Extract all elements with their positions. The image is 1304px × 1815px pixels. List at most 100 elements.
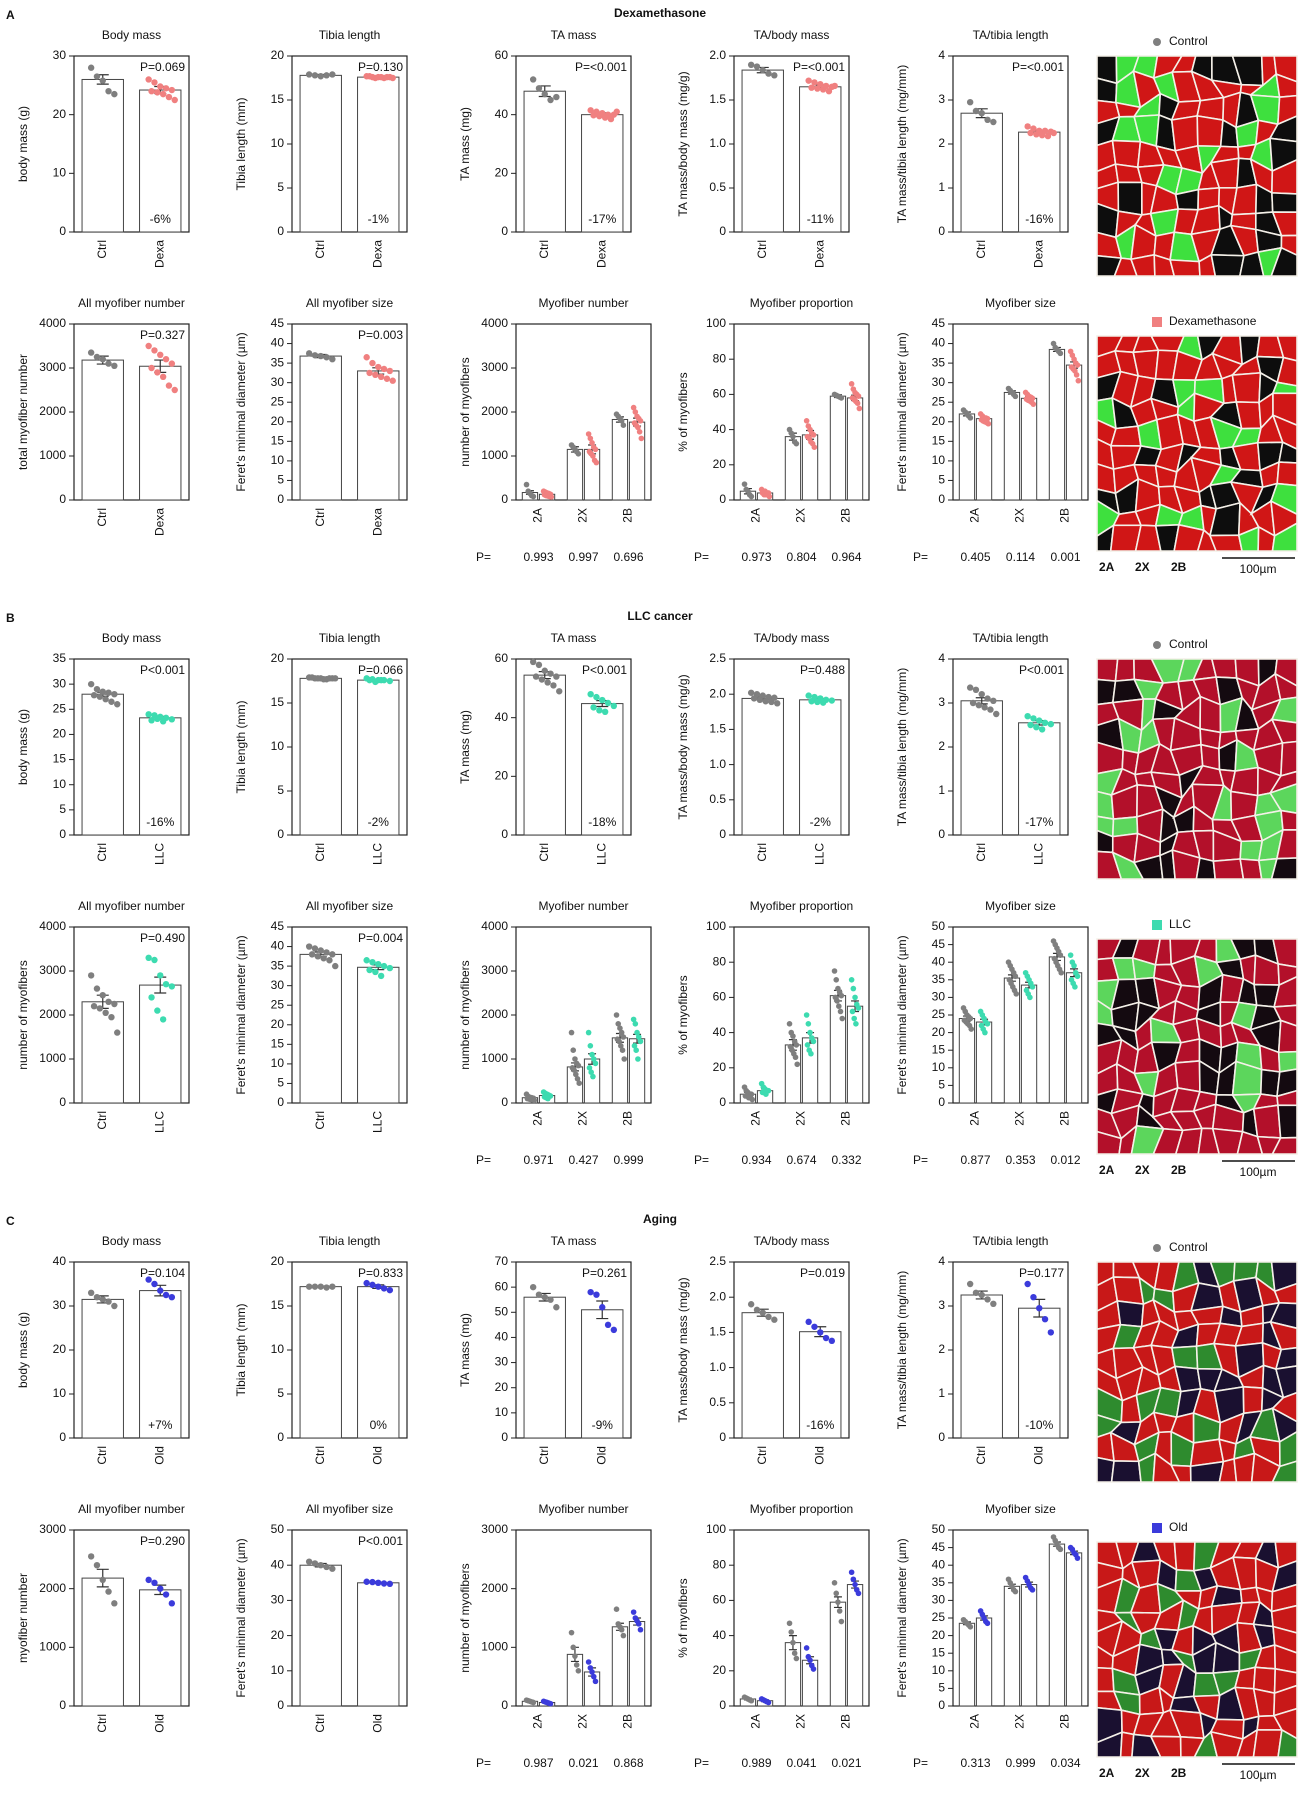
bar (299, 953, 342, 1104)
y-tick-label: 20 (495, 1380, 509, 1394)
fiber-type-label: 2B (1171, 1163, 1187, 1177)
plot-frame (733, 1261, 850, 1439)
bar (581, 703, 624, 836)
bar (299, 74, 342, 233)
data-point (332, 675, 339, 682)
p-value: 0.973 (741, 550, 771, 564)
x-tick-label: 2X (794, 1714, 808, 1729)
data-point (619, 1047, 626, 1053)
data-point (588, 1069, 594, 1075)
y-tick-label: 10 (271, 1663, 285, 1677)
y-axis-label: body mass (g) (16, 106, 30, 182)
data-point (632, 1021, 639, 1027)
data-point (1071, 962, 1077, 969)
data-point (631, 1043, 638, 1049)
section-letter: A (6, 8, 15, 22)
p-value: 0.989 (741, 1756, 771, 1770)
data-point (766, 493, 773, 500)
p-value: P=0.261 (582, 1266, 627, 1280)
y-tick-label: 0 (719, 1430, 726, 1444)
y-tick-label: 70 (495, 1254, 509, 1268)
bar (741, 697, 784, 836)
data-point (1041, 719, 1049, 726)
data-point (749, 1096, 756, 1103)
data-point (157, 83, 164, 90)
y-tick-label: 4000 (481, 316, 508, 330)
data-point (741, 481, 748, 487)
data-point (753, 63, 761, 70)
data-point (311, 1560, 319, 1567)
y-tick-label: 20 (932, 414, 946, 428)
data-point (831, 1580, 838, 1586)
bar (784, 436, 802, 501)
y-tick-label: 3000 (481, 1522, 508, 1536)
fiber-type-label: 2B (1171, 1766, 1187, 1780)
data-point (837, 1008, 844, 1015)
data-point (831, 82, 838, 90)
y-tick-label: 20 (932, 1628, 946, 1642)
y-tick-label: 4000 (39, 919, 66, 933)
y-tick-label: 5 (277, 1386, 284, 1400)
data-point (380, 1580, 388, 1587)
data-point (386, 1580, 394, 1588)
data-point (305, 1558, 313, 1565)
data-point (576, 1080, 583, 1086)
y-tick-label: 30 (932, 375, 946, 389)
micrograph-cell (1112, 1276, 1145, 1306)
data-point (828, 1337, 836, 1345)
data-point (377, 676, 385, 684)
data-point (314, 953, 322, 960)
bar (299, 355, 342, 501)
bar (139, 365, 182, 501)
x-tick-label: Ctrl (95, 1446, 109, 1465)
p-value: P=0.104 (140, 1266, 185, 1280)
p-value: 0.674 (786, 1153, 816, 1167)
data-point (329, 356, 336, 363)
data-point (1044, 132, 1052, 140)
x-tick-label: Ctrl (313, 1111, 327, 1130)
y-tick-label: 35 (932, 355, 946, 369)
y-tick-label: 5 (277, 783, 284, 797)
x-tick-label: Dexa (370, 240, 384, 268)
data-point (748, 1697, 755, 1704)
data-point (377, 373, 385, 380)
percent-change: -16% (1025, 212, 1053, 226)
data-point (96, 693, 104, 700)
y-tick-label: 15 (271, 434, 285, 448)
x-tick-label: Old (370, 1446, 384, 1465)
micrograph-cell (1109, 425, 1142, 447)
data-point (314, 675, 322, 682)
data-point (601, 114, 609, 121)
y-tick-label: 100 (706, 316, 726, 330)
data-point (590, 1673, 597, 1680)
data-point (99, 688, 106, 695)
data-point (610, 702, 618, 710)
fiber-type-label: 2X (1135, 560, 1150, 574)
micrograph-cell (1195, 857, 1217, 880)
x-tick-label: 2B (1058, 1111, 1072, 1126)
y-tick-label: 1000 (39, 1051, 66, 1065)
data-point (621, 1056, 628, 1062)
data-point (978, 691, 985, 698)
data-point (323, 1284, 330, 1291)
y-tick-label: 80 (713, 1557, 727, 1571)
data-point (105, 360, 112, 367)
bar (81, 693, 124, 836)
y-tick-label: 20 (932, 1025, 946, 1039)
y-tick-label: 25 (271, 394, 285, 408)
p-value: 0.001 (1050, 550, 1080, 564)
data-point (530, 1699, 537, 1706)
x-tick-label: Old (812, 1446, 826, 1465)
data-point (814, 85, 821, 92)
x-tick-label: Dexa (594, 240, 608, 268)
chart-title: Myofiber number (538, 1502, 628, 1516)
data-point (99, 1296, 106, 1303)
bar (611, 418, 629, 501)
data-point (637, 1626, 644, 1633)
data-point (105, 689, 112, 696)
y-tick-label: 4 (938, 48, 945, 62)
x-tick-label: 2X (794, 508, 808, 523)
data-point (765, 70, 772, 77)
data-point (1057, 350, 1064, 357)
p-value: P=<0.001 (793, 60, 845, 74)
